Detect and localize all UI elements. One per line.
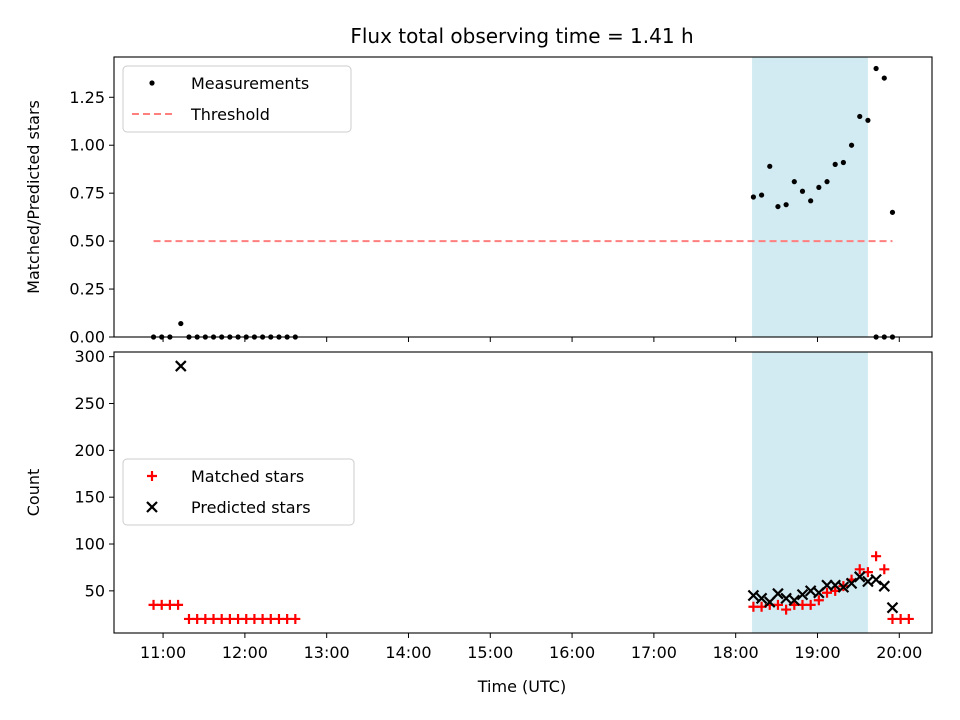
series-0 xyxy=(148,551,914,624)
y-tick-label: 0.25 xyxy=(69,280,105,299)
data-point xyxy=(903,613,914,624)
y-tick-label: 150 xyxy=(74,488,105,507)
data-point xyxy=(788,594,801,606)
chart-title: Flux total observing time = 1.41 h xyxy=(350,24,693,48)
y-axis-label: Matched/Predicted stars xyxy=(24,100,43,294)
data-point xyxy=(824,179,830,185)
data-point xyxy=(873,65,879,72)
shaded-span xyxy=(752,57,868,337)
x-tick-label: 17:00 xyxy=(631,643,677,662)
data-point xyxy=(805,599,816,610)
data-point xyxy=(791,179,797,185)
data-point xyxy=(173,599,184,610)
data-point xyxy=(881,75,887,81)
y-tick-label: 0.50 xyxy=(69,232,105,251)
data-point xyxy=(796,588,809,601)
data-point xyxy=(780,592,792,605)
data-point xyxy=(783,202,789,208)
data-point xyxy=(755,592,768,605)
data-point xyxy=(829,579,841,592)
y-tick-label: 0.00 xyxy=(69,328,105,347)
legend-label: Matched stars xyxy=(191,467,304,486)
x-tick-label: 18:00 xyxy=(713,643,759,662)
x-tick-label: 15:00 xyxy=(467,643,513,662)
series-1 xyxy=(175,360,899,614)
data-point xyxy=(870,573,882,586)
y-tick-label: 1.00 xyxy=(69,136,105,155)
data-point xyxy=(808,198,814,204)
data-point xyxy=(862,575,874,588)
data-point xyxy=(857,113,863,120)
data-point xyxy=(848,142,855,148)
data-point xyxy=(832,161,838,167)
x-axis-label: Time (UTC) xyxy=(477,677,566,696)
data-point xyxy=(837,581,850,593)
data-point xyxy=(822,587,833,598)
data-point xyxy=(290,613,301,624)
x-tick-label: 14:00 xyxy=(385,643,431,662)
data-point xyxy=(840,159,846,166)
plot-frame xyxy=(113,56,933,338)
data-point xyxy=(750,194,757,200)
data-point xyxy=(758,192,765,198)
y-tick-label: 1.25 xyxy=(69,88,105,107)
data-point xyxy=(178,320,184,327)
data-point xyxy=(799,188,806,194)
data-point xyxy=(886,601,899,614)
plot-frame xyxy=(113,351,933,634)
x-tick-label: 20:00 xyxy=(876,643,922,662)
legend-marker xyxy=(146,501,158,513)
legend: Measurements Threshold xyxy=(122,65,352,133)
bottom-panel: 50 100 150 200 250 300 11:00 12:00 13:00 14:00 15:… xyxy=(24,347,933,662)
legend: Matched stars Predicted stars xyxy=(122,458,355,526)
data-point xyxy=(775,203,781,210)
y-tick-label: 300 xyxy=(74,347,105,366)
data-point xyxy=(772,587,784,600)
y-tick-label: 100 xyxy=(74,535,105,554)
data-point xyxy=(804,585,817,597)
legend-label: Predicted stars xyxy=(191,498,311,517)
legend-marker xyxy=(149,80,155,86)
data-point xyxy=(865,117,871,123)
data-point xyxy=(747,589,760,602)
x-tick-label: 19:00 xyxy=(794,643,840,662)
y-tick-label: 50 xyxy=(85,581,105,600)
data-point xyxy=(813,595,824,606)
data-point xyxy=(853,571,866,583)
data-point xyxy=(816,184,822,191)
legend-box xyxy=(122,458,355,526)
data-point xyxy=(767,163,773,169)
top-panel: 0.00 0.25 0.50 0.75 1.00 1.25 Matched/Predicte… xyxy=(24,56,933,347)
data-point xyxy=(854,564,865,575)
y-tick-label: 200 xyxy=(74,441,105,460)
legend-marker xyxy=(147,471,157,481)
data-point xyxy=(781,604,792,615)
x-tick-label: 13:00 xyxy=(304,643,350,662)
legend-label: Measurements xyxy=(191,74,309,93)
data-point xyxy=(879,564,890,575)
data-point xyxy=(772,599,783,610)
data-point xyxy=(175,360,187,372)
y-tick-label: 250 xyxy=(74,394,105,413)
y-axis-label: Count xyxy=(24,469,43,517)
x-tick-label: 16:00 xyxy=(549,643,595,662)
data-point xyxy=(845,577,858,590)
data-point xyxy=(878,580,891,592)
data-point xyxy=(889,209,896,215)
data-point xyxy=(871,551,882,562)
y-tick-label: 0.75 xyxy=(69,184,105,203)
x-tick-label: 11:00 xyxy=(140,643,186,662)
legend-label: Threshold xyxy=(190,105,270,124)
x-tick-label: 12:00 xyxy=(222,643,268,662)
legend-box xyxy=(122,65,352,133)
